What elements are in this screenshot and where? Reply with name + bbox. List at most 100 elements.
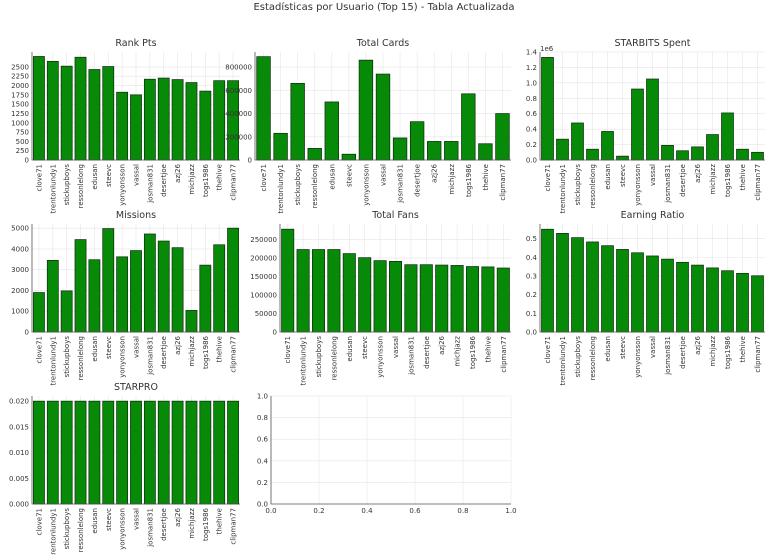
y-tick-label: 0.4 [257,457,269,465]
x-tick-label: thehive [216,336,224,362]
x-tick-label: steevc [105,336,113,359]
x-tick-label: josman831 [146,164,154,204]
bar-michjazz [185,82,198,161]
bar-josman831 [404,264,418,333]
axes-spine [31,396,240,505]
bar-thehive [736,272,749,333]
bar-vassal [646,255,659,333]
x-tick-label: vassal [649,336,657,358]
x-tick-label: vassal [392,336,400,358]
bar-vassal [130,400,142,505]
bar-desertjoe [419,264,433,333]
x-tick-label: ressonlelong [77,508,85,552]
x-tick-label: clipman77 [754,164,762,201]
bar-clipman77 [227,227,239,333]
x-tick-label: edusan [91,336,99,362]
y-tick-label: 0.000 [9,501,29,509]
bar-yonyonsson [116,400,129,505]
y-tick-label: 150000 [250,273,277,281]
bar-josman831 [143,78,156,161]
bar-clipman77 [751,275,764,333]
x-tick-label: togs1986 [724,335,732,368]
x-tick-label: michjazz [709,164,717,195]
x-tick-label: steevc [619,336,627,359]
x-tick-label: stickupboys [63,164,71,206]
x-tick-label: steevc [361,336,369,359]
x-tick-label: edusan [604,164,612,190]
x-tick-label: 0.6 [409,507,421,515]
y-tick-label: 1.0 [526,79,537,87]
x-tick-label: clove71 [35,508,43,535]
y-tick-label: 1.2 [526,64,537,72]
y-tick-label: 0.2 [257,479,268,487]
y-tick-label: 0.0 [526,157,537,165]
x-tick-label: clipman77 [499,164,507,201]
y-tick-label: 1000 [11,119,29,127]
x-tick-label: desertjoe [160,508,168,541]
bar-clipman77 [496,267,510,333]
bar-stickupboys [290,83,305,161]
y-tick-label: 0 [25,157,29,165]
subplot-2: Total Cards 0 200000 400000 600000 800000 clov… [225,38,511,214]
subplot-title: Missions [116,210,156,221]
y-tick-label: 2250 [11,73,29,81]
x-tick-label: desertjoe [679,336,687,369]
y-tick-label: 0 [248,157,252,165]
x-tick-label: edusan [91,164,99,190]
bar-edusan [601,131,614,161]
bar-ressonlelong [327,249,341,333]
bar-michjazz [706,267,719,333]
x-tick-label: azj26 [174,335,182,354]
x-tick-label: ressonlelong [77,164,85,208]
subplot-title: STARPRO [114,382,158,393]
bar-togs1986 [465,266,480,333]
bar-stickupboys [571,237,584,333]
bar-togs1986 [199,400,212,505]
bar-edusan [88,400,101,505]
bar-clove71 [281,228,295,333]
x-tick-label: yonyonsson [634,336,642,378]
bar-stickupboys [60,400,73,505]
x-tick-label: josman831 [664,164,672,204]
bar-josman831 [661,144,674,161]
bar-ressonlelong [74,239,87,333]
bar-clove71 [256,56,271,161]
bar-azj26 [171,79,184,161]
y-tick-label: 0.5 [526,235,537,243]
x-tick-label: desertjoe [160,164,168,197]
y-tick-label: 2000 [11,287,29,295]
bar-azj26 [171,400,184,505]
x-tick-label: thehive [216,508,224,534]
y-tick-label: 1.0 [257,393,268,401]
bar-desertjoe [157,400,170,505]
bar-trentonlundy1 [46,60,59,161]
x-tick-label: clove71 [284,336,292,363]
x-tick-label: michjazz [188,336,196,367]
x-tick-label: clipman77 [230,164,238,201]
bar-steevc [616,155,629,161]
x-tick-label: togs1986 [202,507,210,540]
y-tick-label: 0.015 [9,423,29,431]
y-tick-label: 250 [16,147,29,155]
y-tick-label: 2500 [11,63,29,71]
x-tick-label: stickupboys [315,336,323,378]
bar-azj26 [691,146,704,161]
bar-ressonlelong [74,400,87,505]
bar-michjazz [185,400,198,505]
y-tick-label: 100000 [250,292,277,300]
x-tick-label: clove71 [35,164,43,191]
x-tick-label: vassal [133,508,141,530]
x-tick-label: togs1986 [724,163,732,196]
y-tick-label: 50000 [255,310,277,318]
bar-josman831 [143,233,156,333]
bar-josman831 [143,400,156,505]
bar-yonyonsson [631,88,644,161]
x-tick-label: clove71 [35,336,43,363]
bar-clipman77 [495,113,510,161]
y-tick-label: 1750 [11,91,29,99]
bar-vassal [646,78,659,161]
y-tick-label: 1000 [11,308,29,316]
y-tick-label: 0.6 [526,110,538,118]
bar-clipman77 [227,400,239,505]
